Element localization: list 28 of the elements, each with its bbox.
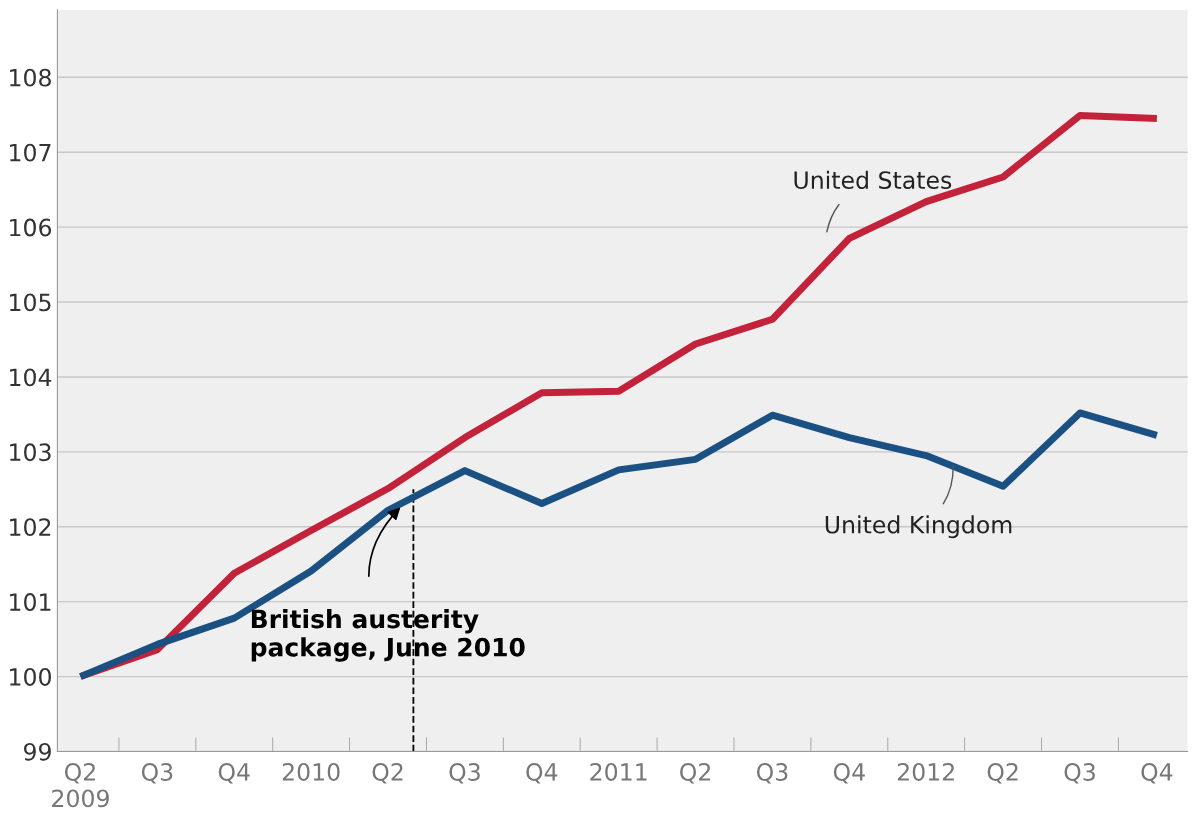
x-tick-label: 2012 [897, 763, 954, 781]
series-label: United States [794, 170, 952, 190]
y-tick-label: 103 [10, 443, 51, 462]
x-tick-label: Q3 [756, 763, 788, 784]
x-tick-label: 2010 [282, 763, 340, 781]
x-tick-label: Q4 [526, 763, 558, 784]
y-tick-label: 108 [10, 68, 51, 87]
x-tick-label: Q4 [1141, 763, 1173, 784]
annotation: British austerity package, June 2010 [251, 609, 525, 662]
x-tick-label: Q3 [449, 763, 480, 784]
y-tick-label: 105 [10, 293, 51, 312]
x-tick-label: 2011 [590, 763, 647, 781]
y-tick-label: 104 [10, 368, 52, 387]
y-tick-label: 102 [10, 518, 51, 537]
series-label: United Kingdom [825, 515, 1012, 539]
y-tick-label: 100 [10, 668, 51, 686]
x-tick-label: Q2 [372, 763, 403, 784]
x-tick-label: Q3 [141, 763, 173, 784]
x-tick-label: Q2 2009 [52, 763, 109, 808]
y-tick-label: 107 [10, 143, 51, 162]
x-tick-label: Q2 [987, 763, 1018, 784]
y-tick-label: 99 [23, 742, 51, 761]
x-tick-label: Q2 [680, 763, 710, 784]
y-tick-label: 101 [10, 593, 51, 611]
x-tick-label: Q4 [833, 763, 865, 784]
x-tick-label: Q3 [1064, 763, 1095, 784]
y-tick-label: 106 [10, 218, 52, 237]
x-tick-label: Q4 [218, 763, 250, 784]
